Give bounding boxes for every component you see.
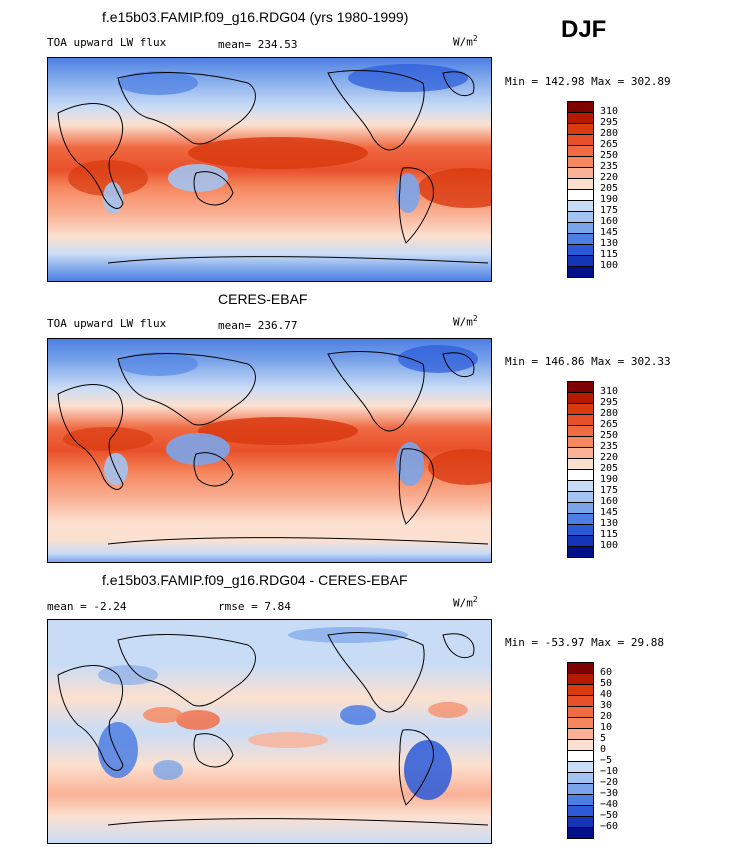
panel-2-colorbar-swatch (567, 546, 594, 558)
panel-1-colorbar-tick-label: 280 (600, 128, 619, 139)
panel-1-colorbar-tick-label: 265 (600, 139, 619, 150)
panel-1-units: W/m2 (453, 34, 478, 49)
panel-1-colorbar-tick-label: 235 (600, 161, 619, 172)
panel-2-colorbar-tick-label: 250 (600, 430, 619, 441)
panel-1-colorbar-tick-label: 220 (600, 172, 619, 183)
panel-3-colorbar-tick-label: 0 (600, 744, 607, 755)
panel-2-colorbar-tick-label: 280 (600, 408, 619, 419)
panel-1-colorbar-tick-label: 250 (600, 150, 619, 161)
panel-3-colorbar-tick-label: 40 (600, 689, 613, 700)
panel-1-colorbar-tick-label: 310 (600, 106, 619, 117)
panel-3-colorbar-tick-label: −50 (600, 810, 619, 821)
panel-3-mean: mean = -2.24 (47, 600, 127, 613)
panel-3-colorbar-tick-label: −30 (600, 788, 619, 799)
panel-1-colorbar-swatch (567, 266, 594, 278)
panel-3-colorbar-tick-label: −40 (600, 799, 619, 810)
panel-3-colorbar-tick-label: 60 (600, 667, 613, 678)
panel-2-map-svg (48, 339, 491, 562)
panel-1-colorbar-tick-label: 190 (600, 194, 619, 205)
panel-2-mean: mean= 236.77 (218, 319, 298, 332)
panel-2-units: W/m2 (453, 314, 478, 329)
panel-3-colorbar-tick-label: 30 (600, 700, 613, 711)
panel-3-units: W/m2 (453, 595, 478, 610)
panel-1-colorbar-tick-label: 175 (600, 205, 619, 216)
panel-1-map-svg (48, 58, 491, 281)
panel-1-colorbar-tick-label: 205 (600, 183, 619, 194)
panel-3-minmax: Min = -53.97 Max = 29.88 (505, 636, 664, 649)
panel-2-colorbar-tick-label: 235 (600, 441, 619, 452)
panel-2-colorbar-tick-label: 295 (600, 397, 619, 408)
panel-2-minmax: Min = 146.86 Max = 302.33 (505, 355, 671, 368)
panel-1-colorbar-tick-label: 130 (600, 238, 619, 249)
panel-3-rmse: rmse = 7.84 (218, 600, 291, 613)
panel-2-colorbar-tick-label: 130 (600, 518, 619, 529)
panel-3-map-svg (48, 620, 491, 843)
panel-3-title: f.e15b03.FAMIP.f09_g16.RDG04 - CERES-EBA… (102, 572, 408, 588)
panel-3-map (47, 619, 492, 844)
panel-3-colorbar-tick-label: 5 (600, 733, 607, 744)
panel-2-colorbar-tick-label: 310 (600, 386, 619, 397)
panel-2-colorbar-tick-label: 175 (600, 485, 619, 496)
panel-2-colorbar-tick-label: 205 (600, 463, 619, 474)
panel-2-colorbar-tick-label: 265 (600, 419, 619, 430)
panel-2-colorbar-tick-label: 220 (600, 452, 619, 463)
panel-3-coastlines (57, 631, 489, 826)
panel-2-map (47, 338, 492, 563)
panel-1-colorbar-tick-label: 115 (600, 249, 619, 260)
panel-3-colorbar-tick-label: −5 (600, 755, 613, 766)
panel-3-colorbar-tick-label: 20 (600, 711, 613, 722)
panel-2-colorbar-tick-label: 190 (600, 474, 619, 485)
panel-3-colorbar-tick-label: −10 (600, 766, 619, 777)
panel-1-map (47, 57, 492, 282)
panel-3-colorbar-tick-label: −60 (600, 821, 619, 832)
panel-2-field-label: TOA upward LW flux (47, 317, 167, 330)
panel-1-colorbar-tick-label: 100 (600, 260, 619, 271)
panel-1-field-label: TOA upward LW flux (47, 36, 167, 49)
panel-1-colorbar-tick-label: 160 (600, 216, 619, 227)
panel-1-minmax: Min = 142.98 Max = 302.89 (505, 75, 671, 88)
panel-3-colorbar-tick-label: −20 (600, 777, 619, 788)
panel-2-colorbar-tick-label: 115 (600, 529, 619, 540)
panel-1-mean: mean= 234.53 (218, 38, 298, 51)
season-label: DJF (561, 16, 607, 43)
panel-1-coastlines (57, 69, 489, 264)
panel-3-colorbar-tick-label: 50 (600, 678, 613, 689)
panel-1-title: f.e15b03.FAMIP.f09_g16.RDG04 (yrs 1980-1… (102, 9, 409, 25)
panel-3-colorbar-tick-label: 10 (600, 722, 613, 733)
panel-2-colorbar-tick-label: 160 (600, 496, 619, 507)
panel-2-coastlines (57, 350, 489, 545)
panel-2-colorbar-tick-label: 100 (600, 540, 619, 551)
panel-3-colorbar-swatch (567, 827, 594, 839)
panel-2-title: CERES-EBAF (218, 291, 308, 307)
panel-1-colorbar-tick-label: 295 (600, 117, 619, 128)
panel-1-colorbar-tick-label: 145 (600, 227, 619, 238)
panel-2-colorbar-tick-label: 145 (600, 507, 619, 518)
